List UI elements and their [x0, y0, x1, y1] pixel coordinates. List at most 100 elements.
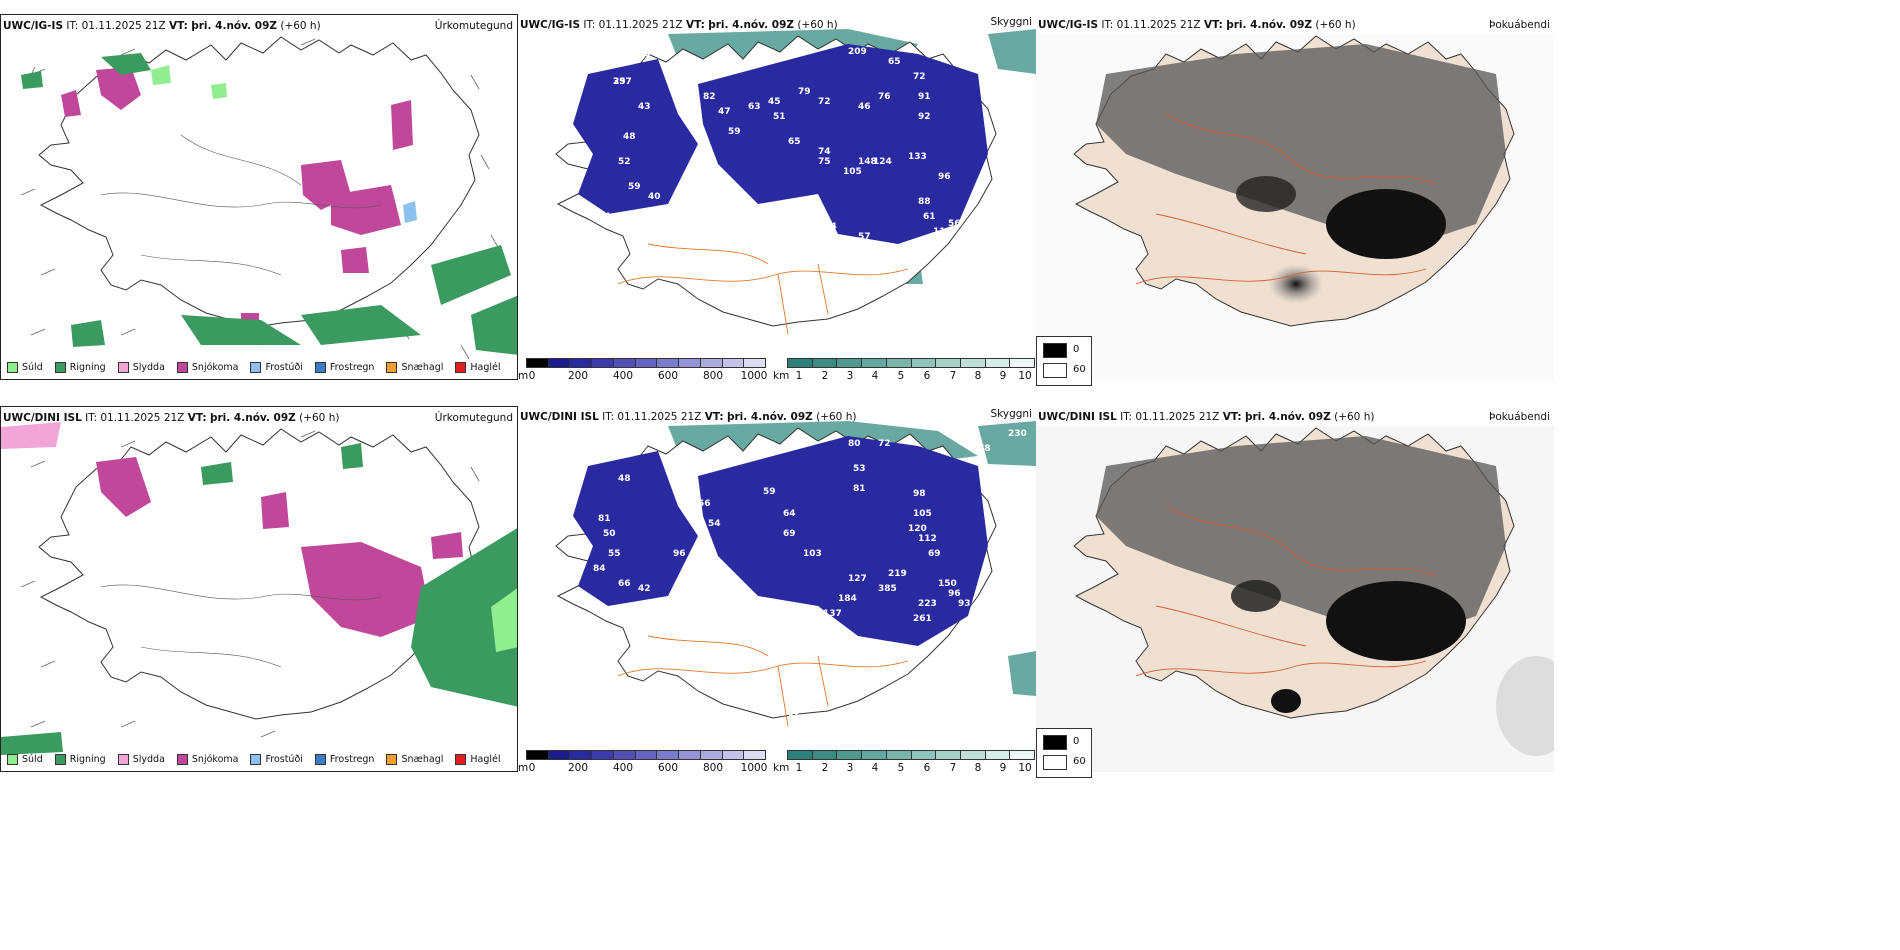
cloudbase-tick: 800: [702, 762, 724, 772]
ceiling-label: 184: [838, 594, 857, 604]
legend-item: Snæhagl: [386, 754, 443, 765]
ceiling-label: 81: [688, 569, 701, 579]
cloudbase-bin: [635, 359, 658, 367]
legend-item: Súld: [7, 754, 43, 765]
ceiling-label: 133: [908, 152, 927, 162]
cloudbase-bin: [722, 359, 745, 367]
ceiling-label: 78: [978, 444, 991, 454]
legend-item: Slydda: [117, 362, 165, 373]
ceiling-label: 96: [673, 549, 686, 559]
visibility-tick: 8: [974, 370, 982, 380]
visibility-bin: [936, 359, 961, 367]
ceiling-label: 50: [603, 529, 616, 539]
fog-key-high-label: 60: [1073, 364, 1086, 375]
precip-map: [1, 422, 517, 755]
panel-product: Þokuábendi: [1489, 19, 1550, 31]
ceiling-label: 103: [803, 549, 822, 559]
ceiling-label: 96: [938, 172, 951, 182]
ceiling-label: 81: [853, 484, 866, 494]
visibility-colorbar: km 1 2 3 4 5 6 7 8 9 10: [773, 358, 1035, 380]
visibility-tick: 8: [974, 762, 982, 772]
visibility-bin: [812, 359, 838, 367]
ceiling-label: 209: [848, 47, 867, 57]
legend-item: Snjókoma: [176, 754, 238, 765]
ceiling-label: 61: [923, 212, 936, 222]
ceiling-label: 80: [663, 207, 676, 217]
precip-type-panel-2: UWC/DINI ISL IT: 01.11.2025 21Z VT: þri.…: [0, 406, 518, 772]
cloudbase-tick: 600: [657, 762, 679, 772]
visibility-bin: [862, 359, 887, 367]
ceiling-label: 91: [918, 92, 931, 102]
fog-key-high-swatch: [1043, 363, 1067, 378]
visibility-bin: [1010, 751, 1035, 759]
ceiling-label: 74: [818, 147, 831, 157]
fog-key-low-swatch: [1043, 343, 1067, 358]
visibility-bin: [985, 359, 1011, 367]
panel-title: UWC/DINI ISL IT: 01.11.2025 21Z VT: þri.…: [1038, 411, 1375, 423]
cloudbase-fill: [573, 44, 988, 244]
fog-key-2: 0 60: [1036, 728, 1092, 778]
cloudbase-tick: 0: [528, 370, 536, 380]
ceiling-label: 80: [848, 439, 861, 449]
ceiling-label: 223: [918, 599, 937, 609]
visibility-colorbar: km 1 2 3 4 5 6 7 8 9 10: [773, 750, 1035, 772]
cloudbase-bin: [527, 751, 549, 759]
ceiling-label: 65: [888, 57, 901, 67]
ceiling-label: 35: [613, 77, 626, 87]
ceiling-label: 72: [913, 72, 926, 82]
ceiling-label: 69: [928, 549, 941, 559]
cloudbase-bin: [613, 751, 636, 759]
cloudbase-bin: [657, 751, 680, 759]
legend-item: Haglél: [455, 754, 501, 765]
panel-title: UWC/IG-IS IT: 01.11.2025 21Z VT: þri. 4.…: [520, 19, 838, 31]
roads: [100, 584, 382, 668]
drizzle-areas: [491, 588, 517, 652]
ceiling-label: 12: [788, 709, 801, 719]
cloudbase-tick: 200: [567, 762, 589, 772]
cloudbase-fill: [573, 436, 988, 646]
ceiling-label: 40: [648, 192, 661, 202]
visibility-unit: km: [773, 762, 790, 772]
fog-key-1: 0 60: [1036, 336, 1092, 386]
visibility-tick: 6: [923, 370, 931, 380]
ceiling-label: 127: [848, 574, 867, 584]
fog-key-low-label: 0: [1073, 736, 1080, 747]
ceiling-label: 65: [978, 614, 991, 624]
cloudbase-bar: [526, 750, 766, 760]
cloudbase-tick: 0: [528, 762, 536, 772]
roads: [100, 134, 382, 276]
visibility-tick: 5: [897, 762, 905, 772]
legend-item: Frostregn: [314, 362, 374, 373]
panel-title: UWC/DINI ISL IT: 01.11.2025 21Z VT: þri.…: [520, 411, 857, 423]
ceiling-label: 92: [918, 112, 931, 122]
ceiling-label: 44: [598, 212, 611, 222]
ceiling-label: 88: [773, 222, 786, 232]
snow-areas: [96, 457, 463, 637]
cloudbase-bin: [700, 359, 723, 367]
visibility-tick: 9: [999, 370, 1007, 380]
ceiling-label: 230: [1008, 429, 1027, 439]
cloudbase-bin: [548, 359, 571, 367]
cloudbase-tick: 1000: [740, 762, 768, 772]
ceiling-label: 69: [783, 529, 796, 539]
cloudbase-bin: [613, 359, 636, 367]
cloudbase-bin: [679, 359, 701, 367]
visibility-panel-2: UWC/DINI ISL IT: 01.11.2025 21Z VT: þri.…: [518, 406, 1036, 772]
visibility-bin: [837, 359, 863, 367]
cloudbase-tick: 800: [702, 370, 724, 380]
legend-item: Súld: [7, 362, 43, 373]
ceiling-label: 64: [783, 509, 796, 519]
visibility-tick: 1: [795, 370, 803, 380]
ceiling-label: 59: [763, 487, 776, 497]
ceiling-label: 57: [858, 232, 871, 242]
cloudbase-bin: [657, 359, 680, 367]
ceiling-label: 65: [788, 137, 801, 147]
ceiling-label: 148: [858, 157, 877, 167]
snow-areas: [61, 67, 413, 327]
visibility-unit: km: [773, 370, 790, 380]
visibility-bin: [960, 751, 986, 759]
ceiling-label: 42: [638, 584, 651, 594]
